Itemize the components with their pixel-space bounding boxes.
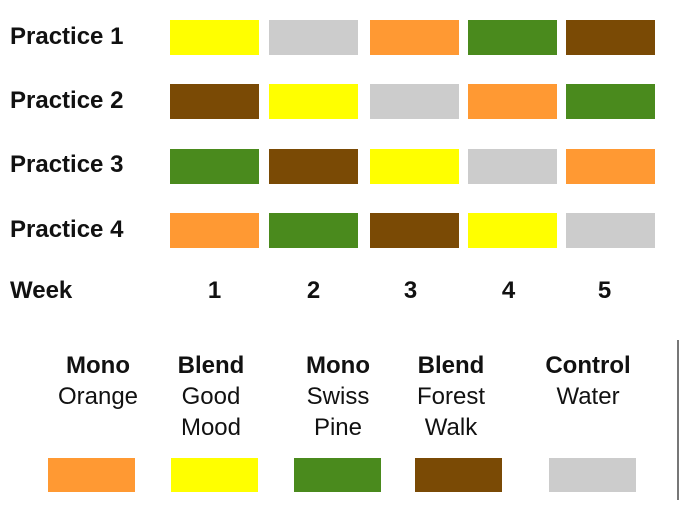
cell-practice-2-week-4	[468, 84, 557, 119]
cell-practice-4-week-5	[566, 213, 655, 248]
row-label-practice-1: Practice 1	[10, 23, 124, 50]
cell-practice-2-week-1	[170, 84, 259, 119]
legend-name-label: Water	[556, 383, 620, 410]
week-axis-label: Week	[10, 277, 73, 304]
cell-practice-1-week-1	[170, 20, 259, 55]
cell-practice-3-week-3	[370, 149, 459, 184]
cell-practice-3-week-4	[468, 149, 557, 184]
legend-name-label: Forest Walk	[416, 383, 485, 441]
cell-practice-4-week-3	[370, 213, 459, 248]
week-number-1: 1	[207, 277, 222, 304]
cell-practice-4-week-1	[170, 213, 259, 248]
cell-practice-1-week-4	[468, 20, 557, 55]
cell-practice-2-week-5	[566, 84, 655, 119]
legend-item-blend-forest-walk: Blend Forest Walk	[386, 350, 516, 443]
cell-practice-3-week-1	[170, 149, 259, 184]
row-label-practice-2: Practice 2	[10, 87, 124, 114]
legend-swatch-green	[294, 458, 381, 492]
cell-practice-2-week-2	[269, 84, 358, 119]
legend-divider	[677, 340, 679, 500]
cell-practice-3-week-5	[566, 149, 655, 184]
week-number-2: 2	[306, 277, 321, 304]
week-number-3: 3	[403, 277, 418, 304]
cell-practice-1-week-2	[269, 20, 358, 55]
row-label-practice-4: Practice 4	[10, 216, 124, 243]
legend-swatch-gray	[549, 458, 636, 492]
legend-item-control-water: Control Water	[523, 350, 653, 412]
cell-practice-1-week-5	[566, 20, 655, 55]
cell-practice-2-week-3	[370, 84, 459, 119]
cell-practice-4-week-4	[468, 213, 557, 248]
cell-practice-3-week-2	[269, 149, 358, 184]
legend-name-label: Orange	[57, 383, 139, 410]
week-number-4: 4	[501, 277, 516, 304]
cell-practice-1-week-3	[370, 20, 459, 55]
legend-name-label: Good Mood	[180, 383, 242, 441]
legend-item-blend-good-mood: Blend Good Mood	[146, 350, 276, 443]
legend-swatch-brown	[415, 458, 502, 492]
legend-name-label: Swiss Pine	[306, 383, 370, 441]
legend-type-label: Mono	[306, 352, 370, 379]
cell-practice-4-week-2	[269, 213, 358, 248]
legend-swatch-yellow	[171, 458, 258, 492]
legend-type-label: Control	[545, 352, 631, 379]
legend-type-label: Mono	[66, 352, 130, 379]
legend-type-label: Blend	[417, 352, 485, 379]
legend-item-mono-orange: Mono Orange	[33, 350, 163, 412]
week-number-5: 5	[597, 277, 612, 304]
legend-swatch-orange	[48, 458, 135, 492]
legend-type-label: Blend	[177, 352, 245, 379]
legend-item-mono-swiss-pine: Mono Swiss Pine	[273, 350, 403, 443]
row-label-practice-3: Practice 3	[10, 151, 124, 178]
